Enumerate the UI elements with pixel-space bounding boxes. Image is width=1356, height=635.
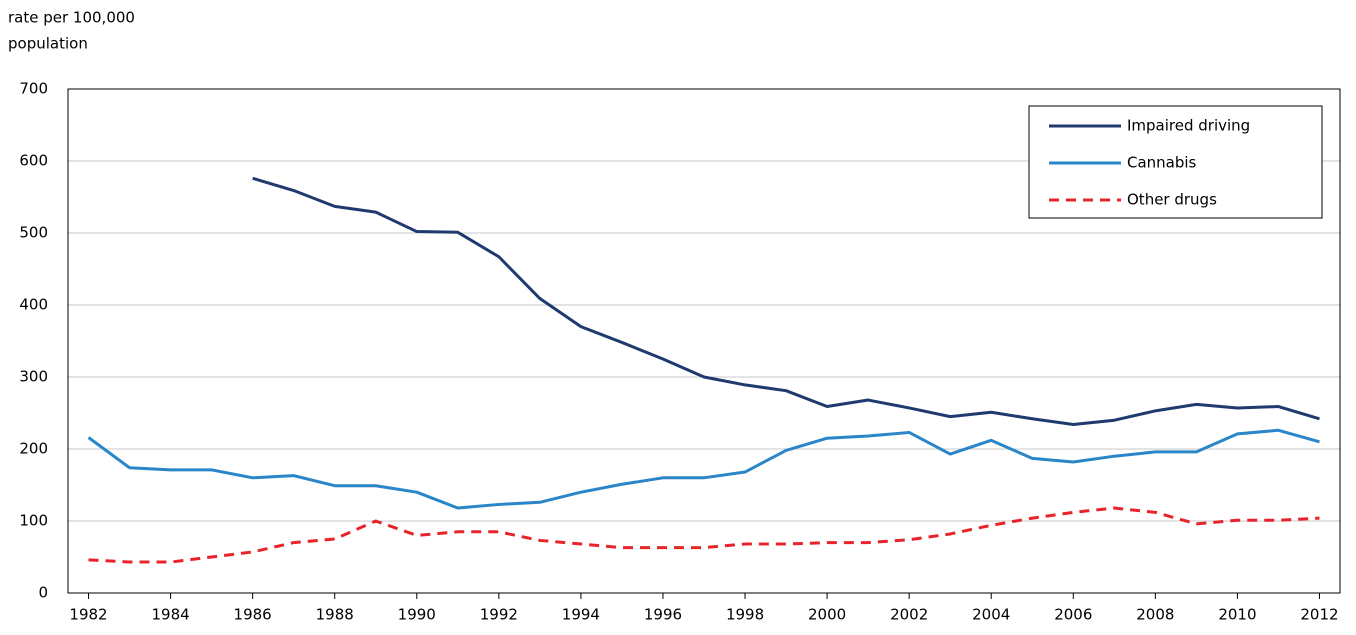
x-tick-label: 1990 [398, 606, 436, 624]
x-tick-label: 2002 [890, 606, 928, 624]
x-tick-label: 1988 [316, 606, 354, 624]
series-line [88, 506, 1320, 564]
x-tick-label: 2012 [1300, 606, 1338, 624]
x-tick-label: 2000 [808, 606, 846, 624]
legend-label: Other drugs [1127, 191, 1217, 209]
x-tick-label: 2006 [1054, 606, 1092, 624]
y-tick-label: 0 [38, 584, 48, 602]
legend-label: Impaired driving [1127, 117, 1250, 135]
y-axis-label: population [8, 35, 88, 53]
x-tick-label: 2004 [972, 606, 1010, 624]
y-axis-label: rate per 100,000 [8, 9, 135, 27]
x-tick-label: 2010 [1218, 606, 1256, 624]
y-tick-label: 600 [19, 152, 48, 170]
x-tick-label: 1986 [234, 606, 272, 624]
x-tick-label: 1982 [69, 606, 107, 624]
x-tick-label: 1998 [726, 606, 764, 624]
y-tick-label: 100 [19, 512, 48, 530]
y-tick-label: 300 [19, 368, 48, 386]
x-tick-label: 1984 [151, 606, 189, 624]
x-tick-label: 1992 [480, 606, 518, 624]
x-tick-label: 1996 [644, 606, 682, 624]
legend-label: Cannabis [1127, 154, 1197, 172]
series-line [87, 428, 1320, 510]
y-tick-label: 200 [19, 440, 48, 458]
y-tick-label: 500 [19, 224, 48, 242]
y-tick-label: 400 [19, 296, 48, 314]
x-tick-label: 1994 [562, 606, 600, 624]
x-tick-label: 2008 [1136, 606, 1174, 624]
series-line [252, 176, 1320, 427]
y-tick-label: 700 [19, 80, 48, 98]
plot-frame [67, 88, 1341, 594]
